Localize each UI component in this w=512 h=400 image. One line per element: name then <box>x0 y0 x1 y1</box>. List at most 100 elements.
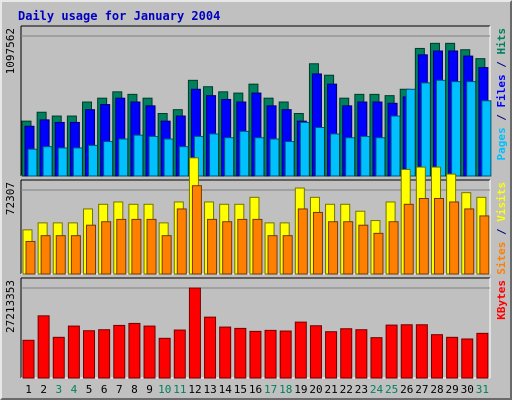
bar-sites-day-13 <box>207 218 218 275</box>
x-tick-label: 3 <box>56 383 63 396</box>
x-tick-label: 10 <box>158 383 171 396</box>
bar-pages-day-6 <box>103 141 114 177</box>
bar-kbytes-day-2 <box>37 315 50 379</box>
x-tick-label: 25 <box>385 383 398 396</box>
x-tick-label: 26 <box>400 383 413 396</box>
panel-kbytes-scale-label: 27213353 <box>4 280 17 333</box>
bar-kbytes-day-23 <box>355 329 368 379</box>
bar-kbytes-day-17 <box>264 329 277 379</box>
panel-hits-legend-part: Hits <box>495 28 508 55</box>
chart-plots: 1097562 Pages / Files / Hits 72307 Sites / … <box>4 25 508 379</box>
panel-kbytes: 27213353 KBytes <box>4 277 508 379</box>
x-tick-label: 5 <box>86 383 93 396</box>
bar-sites-day-14 <box>222 221 233 275</box>
bar-sites-day-6 <box>101 221 112 275</box>
bar-sites-day-3 <box>55 235 66 275</box>
bar-pages-day-31 <box>481 100 492 177</box>
x-tick-label: 6 <box>101 383 108 396</box>
bar-pages-day-15 <box>239 130 250 177</box>
bar-kbytes-day-30 <box>461 338 474 379</box>
bar-pages-day-29 <box>451 81 462 177</box>
bar-pages-day-18 <box>284 141 295 177</box>
x-tick-label: 8 <box>131 383 138 396</box>
bar-kbytes-day-16 <box>249 330 262 379</box>
bar-kbytes-day-15 <box>234 327 247 379</box>
bar-kbytes-day-8 <box>128 322 141 379</box>
bar-sites-day-17 <box>267 235 278 275</box>
x-tick-label: 17 <box>264 383 277 396</box>
bar-pages-day-9 <box>148 135 159 177</box>
panel-hits-legend-part: / <box>495 108 508 128</box>
x-tick-label: 28 <box>430 383 443 396</box>
bar-kbytes-day-4 <box>67 325 80 379</box>
panel-hits-legend: Pages / Files / Hits <box>495 28 508 161</box>
bar-sites-day-7 <box>116 218 127 275</box>
panel-hits-legend-part: / <box>495 55 508 75</box>
panel-hits-legend-part: Files <box>495 74 508 107</box>
x-tick-label: 20 <box>309 383 322 396</box>
bar-sites-day-23 <box>358 224 369 275</box>
bar-kbytes-day-11 <box>173 329 186 379</box>
bar-pages-day-8 <box>133 134 144 177</box>
bar-pages-day-11 <box>178 146 189 177</box>
bar-pages-day-25 <box>390 115 401 177</box>
bar-kbytes-day-9 <box>143 325 156 379</box>
bar-kbytes-day-25 <box>385 324 398 379</box>
bar-kbytes-day-5 <box>83 330 96 379</box>
bar-sites-day-21 <box>328 221 339 275</box>
bar-pages-day-30 <box>466 81 477 177</box>
x-tick-label: 4 <box>71 383 78 396</box>
bar-pages-day-17 <box>269 138 280 177</box>
bar-kbytes-day-7 <box>113 324 126 379</box>
bar-pages-day-24 <box>375 137 386 177</box>
bar-kbytes-day-14 <box>219 326 232 379</box>
panel-hits-legend-part: Pages <box>495 127 508 160</box>
panel-hits-scale-label: 1097562 <box>4 28 17 74</box>
bar-sites-day-10 <box>161 235 172 275</box>
x-tick-label: 11 <box>173 383 186 396</box>
bar-kbytes-day-27 <box>415 324 428 379</box>
x-tick-label: 1 <box>25 383 32 396</box>
bar-kbytes-day-21 <box>325 331 338 379</box>
x-tick-label: 21 <box>325 383 338 396</box>
x-tick-label: 9 <box>146 383 153 396</box>
panel-visits-legend-part: Sites <box>495 242 508 275</box>
x-tick-label: 23 <box>355 383 368 396</box>
bar-kbytes-day-1 <box>22 339 35 379</box>
bar-pages-day-4 <box>72 147 83 177</box>
panel-kbytes-legend: KBytes <box>495 280 508 320</box>
bar-sites-day-20 <box>312 211 323 275</box>
bar-pages-day-23 <box>360 135 371 177</box>
x-tick-label: 22 <box>340 383 353 396</box>
x-tick-label: 13 <box>203 383 216 396</box>
bar-kbytes-day-6 <box>98 329 111 379</box>
bar-sites-day-27 <box>418 197 429 275</box>
bar-kbytes-day-20 <box>309 325 322 379</box>
x-tick-label: 16 <box>249 383 262 396</box>
x-tick-label: 12 <box>188 383 201 396</box>
bar-kbytes-day-19 <box>294 321 307 379</box>
bar-pages-day-27 <box>420 82 431 177</box>
bar-pages-day-14 <box>224 137 235 177</box>
bar-pages-day-22 <box>345 137 356 177</box>
bar-kbytes-day-29 <box>446 336 459 379</box>
bar-sites-day-1 <box>25 240 36 275</box>
x-tick-label: 27 <box>415 383 428 396</box>
bar-sites-day-4 <box>70 235 81 275</box>
bar-sites-day-18 <box>282 235 293 275</box>
panel-visits-legend-part: Visits <box>495 182 508 222</box>
bar-sites-day-5 <box>86 224 97 275</box>
bar-kbytes-day-26 <box>400 324 413 379</box>
bar-kbytes-day-24 <box>370 337 383 379</box>
bar-sites-day-19 <box>297 208 308 275</box>
bar-pages-day-16 <box>254 137 265 177</box>
panel-kbytes-legend-part: KBytes <box>495 280 508 320</box>
bar-kbytes-day-13 <box>204 316 217 379</box>
bar-sites-day-16 <box>252 218 263 275</box>
bar-sites-day-2 <box>40 235 51 275</box>
bar-pages-day-5 <box>88 144 99 177</box>
bar-sites-day-12 <box>191 185 202 275</box>
bar-kbytes-day-12 <box>188 287 201 379</box>
x-tick-label: 15 <box>234 383 247 396</box>
